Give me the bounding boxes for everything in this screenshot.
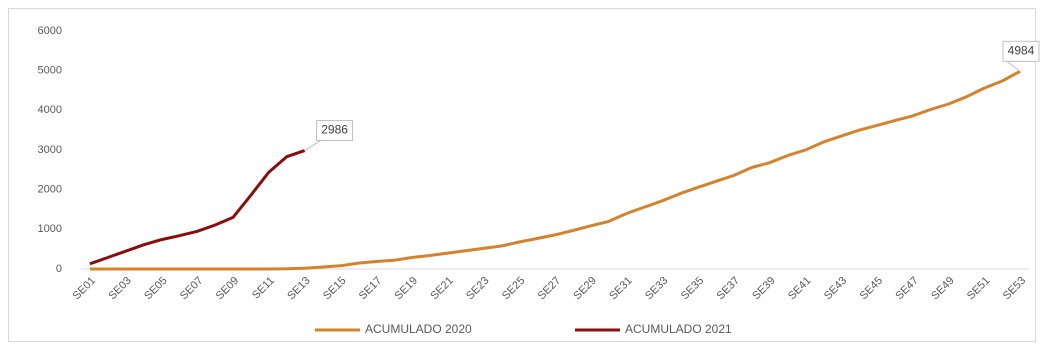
y-tick-label: 4000 (38, 104, 62, 116)
y-tick-label: 5000 (38, 65, 62, 77)
callout-box (316, 120, 354, 142)
callout-box (1002, 40, 1040, 62)
y-tick-label: 1000 (38, 223, 62, 235)
legend-label: ACUMULADO 2021 (625, 322, 732, 336)
y-tick-label: 6000 (38, 25, 62, 37)
y-tick-label: 2000 (38, 184, 62, 196)
series-line (89, 149, 306, 266)
y-tick-label: 3000 (38, 144, 62, 156)
chart-border (8, 8, 1036, 342)
data-label: 4984 (1008, 43, 1035, 57)
legend-label: ACUMULADO 2020 (365, 322, 472, 336)
series-line (89, 69, 1021, 271)
y-tick-label: 0 (56, 263, 62, 275)
data-label: 2986 (321, 123, 348, 137)
